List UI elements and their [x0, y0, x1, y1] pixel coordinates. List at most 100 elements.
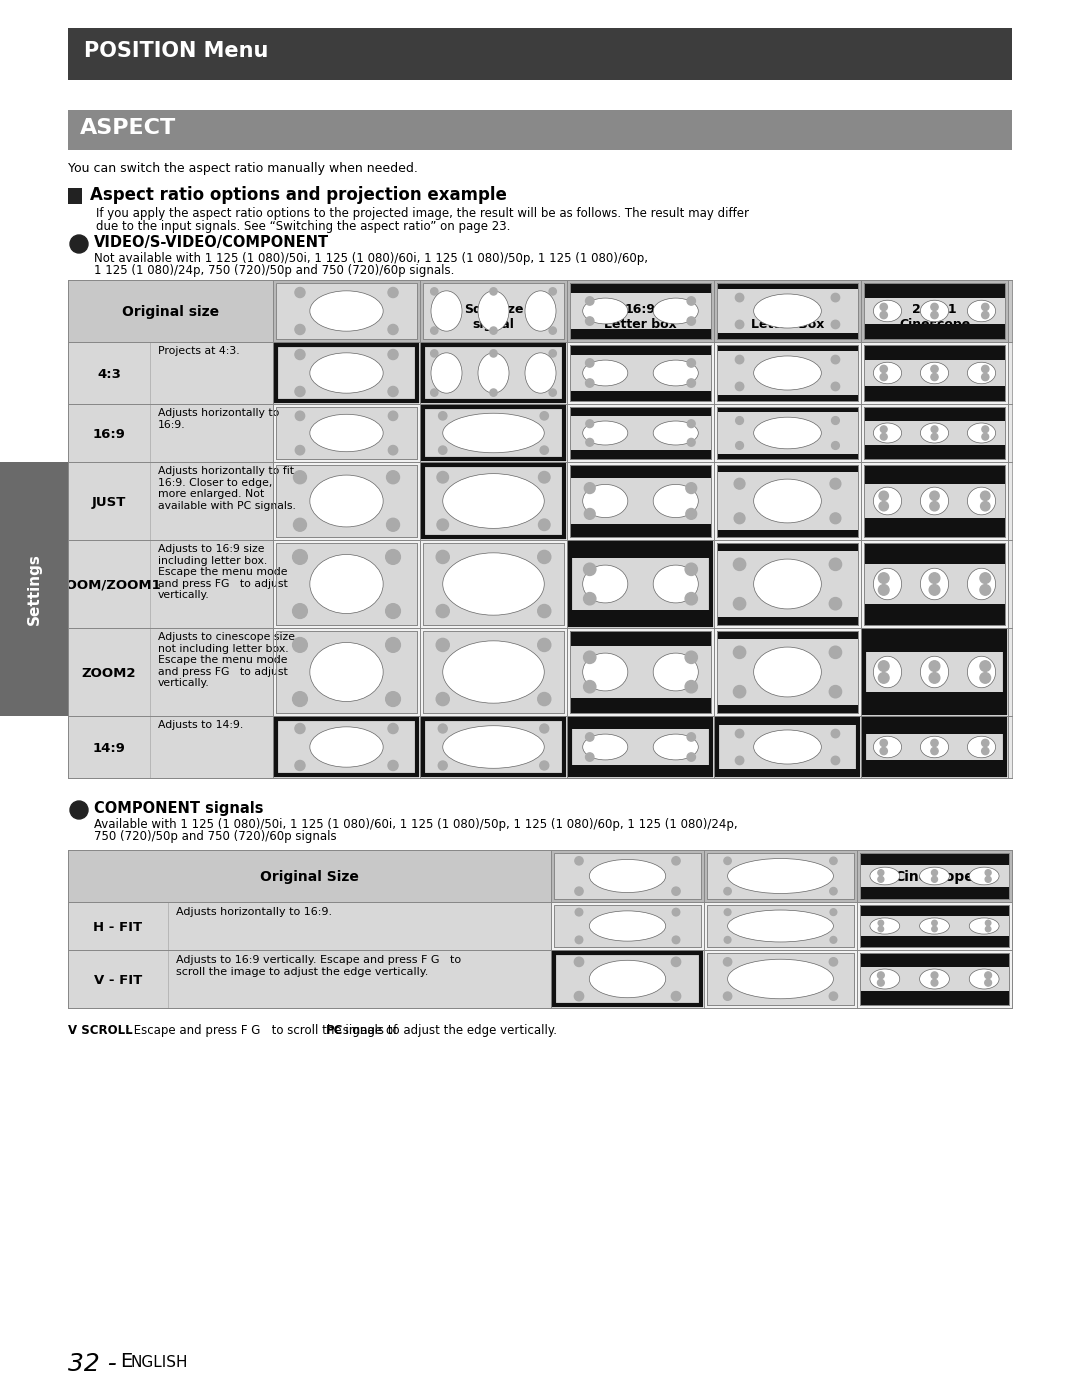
Bar: [570, 407, 711, 460]
Circle shape: [687, 379, 696, 387]
Bar: [570, 345, 711, 401]
Bar: [714, 404, 861, 462]
Text: signals to adjust the edge vertically.: signals to adjust the edge vertically.: [339, 1024, 557, 1037]
Circle shape: [686, 509, 697, 520]
Bar: [717, 407, 858, 460]
Bar: [567, 629, 714, 717]
Circle shape: [438, 412, 447, 420]
Ellipse shape: [968, 423, 996, 443]
Circle shape: [878, 876, 883, 883]
Ellipse shape: [968, 657, 996, 687]
Text: Adjusts to 14:9.: Adjusts to 14:9.: [158, 719, 243, 731]
Text: Adjusts horizontally to fit
16:9. Closer to edge,
more enlarged. Not
available w: Adjusts horizontally to fit 16:9. Closer…: [158, 467, 296, 511]
Circle shape: [585, 419, 594, 427]
Bar: [714, 541, 861, 629]
Ellipse shape: [968, 569, 996, 599]
Bar: [707, 905, 854, 947]
Bar: [717, 465, 858, 472]
Ellipse shape: [969, 868, 999, 884]
Ellipse shape: [874, 657, 902, 687]
Circle shape: [878, 926, 883, 932]
Circle shape: [879, 502, 889, 511]
Circle shape: [878, 661, 889, 672]
Bar: [276, 284, 417, 339]
Bar: [423, 631, 564, 712]
Bar: [864, 345, 1005, 359]
Circle shape: [389, 446, 397, 455]
Bar: [864, 407, 1005, 460]
Bar: [864, 345, 1005, 401]
Circle shape: [725, 909, 731, 915]
Bar: [423, 631, 564, 712]
Circle shape: [985, 921, 990, 926]
Bar: [864, 631, 1005, 712]
Text: Adjusts horizontally to 16:9.: Adjusts horizontally to 16:9.: [176, 907, 333, 916]
Ellipse shape: [728, 859, 834, 894]
Circle shape: [931, 366, 939, 373]
Bar: [554, 953, 701, 1004]
Circle shape: [733, 598, 745, 610]
Circle shape: [584, 509, 595, 520]
Ellipse shape: [310, 555, 383, 613]
Circle shape: [982, 433, 988, 440]
Circle shape: [431, 288, 437, 295]
Bar: [717, 284, 858, 289]
Circle shape: [733, 647, 745, 658]
Text: : Escape and press F G   to scroll the image of: : Escape and press F G to scroll the ima…: [126, 1024, 401, 1037]
Bar: [717, 345, 858, 401]
Bar: [717, 407, 858, 460]
Ellipse shape: [583, 485, 627, 518]
Bar: [567, 404, 714, 462]
Bar: [864, 518, 1005, 536]
Circle shape: [880, 303, 888, 310]
Bar: [861, 279, 1008, 342]
Bar: [717, 345, 858, 351]
Circle shape: [388, 288, 399, 298]
Circle shape: [583, 563, 596, 576]
Text: Adjusts to cinescope size
not including letter box.
Escape the menu mode
and pre: Adjusts to cinescope size not including …: [158, 631, 295, 689]
Circle shape: [878, 921, 883, 926]
Circle shape: [832, 756, 839, 764]
Circle shape: [878, 672, 889, 683]
Circle shape: [295, 411, 305, 420]
Bar: [864, 446, 1005, 460]
Bar: [717, 465, 858, 536]
Bar: [570, 610, 711, 624]
Circle shape: [829, 559, 841, 570]
Circle shape: [672, 908, 679, 916]
Circle shape: [985, 979, 991, 986]
Circle shape: [293, 604, 308, 619]
Bar: [717, 407, 858, 460]
Bar: [707, 905, 854, 947]
Circle shape: [388, 349, 399, 359]
Bar: [68, 279, 1012, 342]
Bar: [570, 543, 711, 624]
Text: 32 -: 32 -: [68, 1352, 125, 1376]
Ellipse shape: [431, 291, 462, 331]
Bar: [860, 854, 1009, 900]
Circle shape: [295, 349, 305, 359]
Circle shape: [829, 686, 841, 698]
Circle shape: [685, 592, 698, 605]
Circle shape: [931, 433, 937, 440]
Bar: [570, 631, 711, 712]
Circle shape: [549, 349, 556, 358]
Ellipse shape: [653, 420, 699, 446]
Bar: [68, 849, 1012, 902]
Circle shape: [584, 483, 595, 493]
Ellipse shape: [874, 300, 902, 321]
Circle shape: [735, 756, 744, 764]
Bar: [420, 717, 567, 778]
Circle shape: [982, 373, 989, 380]
Bar: [420, 462, 567, 541]
Bar: [276, 345, 417, 401]
Bar: [864, 284, 1005, 339]
Text: ZOOM2: ZOOM2: [82, 666, 136, 680]
Ellipse shape: [583, 420, 627, 446]
Ellipse shape: [443, 414, 544, 453]
Bar: [68, 902, 551, 950]
Ellipse shape: [590, 911, 665, 942]
Text: 4:3: 4:3: [616, 870, 640, 884]
Text: E: E: [120, 1352, 132, 1370]
Circle shape: [388, 724, 399, 733]
